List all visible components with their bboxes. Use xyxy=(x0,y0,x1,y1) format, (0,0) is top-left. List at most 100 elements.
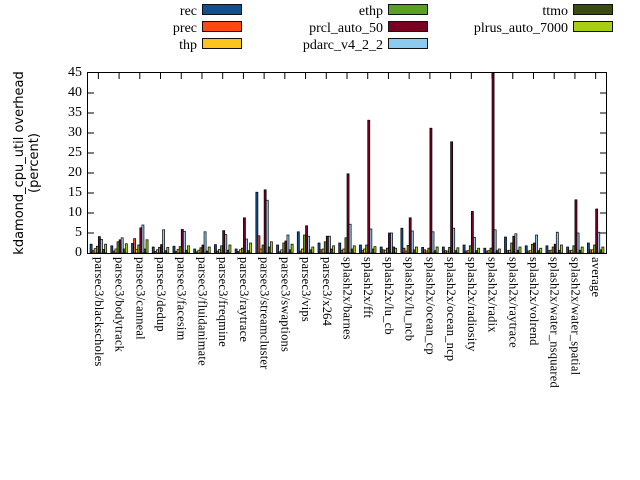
bar-prcl_auto_50 xyxy=(346,173,350,253)
bar-pdarc_v4_2_2 xyxy=(224,234,228,253)
bar-rec xyxy=(566,246,570,253)
x-axis-tick-label: parsec3/canneal xyxy=(133,257,148,340)
legend-label-plrus_auto_7000: plrus_auto_7000 xyxy=(473,21,568,36)
bar-pdarc_v4_2_2 xyxy=(162,229,166,253)
bar-plrus_auto_7000 xyxy=(497,248,501,253)
bar-plrus_auto_7000 xyxy=(456,247,460,253)
bar-pdarc_v4_2_2 xyxy=(369,228,373,253)
bar-rec xyxy=(504,236,507,253)
bar-plrus_auto_7000 xyxy=(311,246,315,253)
y-axis-tick-label: 15 xyxy=(68,185,82,200)
x-axis-tick-label: parsec3/freqmine xyxy=(216,257,231,347)
bar-pdarc_v4_2_2 xyxy=(576,232,580,253)
bar-pdarc_v4_2_2 xyxy=(514,233,518,253)
x-axis-tick-label: splash2x/lu_ncb xyxy=(402,257,417,342)
bar-rec xyxy=(193,248,197,253)
y-axis-tick-label: 35 xyxy=(68,105,82,120)
bar-plrus_auto_7000 xyxy=(560,244,563,253)
bar-prec xyxy=(133,238,137,253)
y-axis-tick-label: 45 xyxy=(68,65,82,80)
legend-label-pdarc_v4_2_2: pdarc_v4_2_2 xyxy=(302,38,383,53)
bar-prcl_auto_50 xyxy=(243,217,246,253)
bar-plrus_auto_7000 xyxy=(518,246,522,253)
x-axis-tick-label: splash2x/radiosity xyxy=(464,257,479,352)
bar-pdarc_v4_2_2 xyxy=(245,238,248,253)
bar-pdarc_v4_2_2 xyxy=(265,199,269,253)
x-axis-tick-label: splash2x/fft xyxy=(361,257,376,319)
legend-label-prcl_auto_50: prcl_auto_50 xyxy=(309,21,383,36)
x-axis-tick-label: parsec3/x264 xyxy=(319,257,334,327)
bar-plrus_auto_7000 xyxy=(124,243,128,253)
x-axis-tick-label: splash2x/radix xyxy=(485,257,500,333)
y-axis-tick-label: 30 xyxy=(68,125,82,140)
bar-rec xyxy=(545,245,549,253)
bar-plrus_auto_7000 xyxy=(269,241,273,253)
x-axis-tick-label: average xyxy=(589,257,604,298)
bar-rec xyxy=(296,231,300,253)
legend-label-thp: thp xyxy=(179,38,197,53)
bar-plrus_auto_7000 xyxy=(352,245,356,253)
bar-prcl_auto_50 xyxy=(367,119,371,253)
bar-plrus_auto_7000 xyxy=(539,247,543,253)
bar-plrus_auto_7000 xyxy=(249,242,253,253)
bar-rec xyxy=(524,245,528,253)
bar-rec xyxy=(234,248,238,253)
bar-plrus_auto_7000 xyxy=(373,246,377,253)
legend-label-ttmo: ttmo xyxy=(542,4,568,19)
bar-pdarc_v4_2_2 xyxy=(120,237,124,253)
bar-plrus_auto_7000 xyxy=(415,246,418,253)
legend-swatch-prec xyxy=(202,21,242,32)
bar-pdarc_v4_2_2 xyxy=(452,227,456,253)
bar-plrus_auto_7000 xyxy=(477,247,480,253)
x-axis-tick-label: splash2x/raytrace xyxy=(506,257,521,348)
y-axis-tick-label: 40 xyxy=(68,85,82,100)
x-axis-tick-label: splash2x/ocean_ncp xyxy=(444,257,459,362)
bar-plrus_auto_7000 xyxy=(207,246,211,253)
y-axis-tick-label: 25 xyxy=(68,145,82,160)
y-axis-tick-label: 0 xyxy=(75,245,82,260)
bar-plrus_auto_7000 xyxy=(166,247,170,253)
bar-pdarc_v4_2_2 xyxy=(493,229,497,253)
plot-area xyxy=(87,72,607,254)
bar-rec xyxy=(214,244,217,253)
y-axis-tick-label: 20 xyxy=(68,165,82,180)
legend-label-rec: rec xyxy=(179,4,197,19)
bar-rec xyxy=(462,244,466,253)
bar-rec xyxy=(587,242,590,253)
bar-rec xyxy=(110,245,114,253)
x-axis-tick-label: parsec3/swaptions xyxy=(278,257,293,353)
bar-plrus_auto_7000 xyxy=(104,243,107,253)
bar-plrus_auto_7000 xyxy=(187,245,190,253)
bar-plrus_auto_7000 xyxy=(290,243,294,253)
bar-prcl_auto_50 xyxy=(574,199,578,253)
x-axis-tick-label: splash2x/water_nsquared xyxy=(547,257,562,388)
x-axis-tick-label: splash2x/water_spatial xyxy=(568,257,583,376)
x-axis-tick-label: splash2x/barnes xyxy=(340,257,355,340)
legend-swatch-prcl_auto_50 xyxy=(388,21,428,32)
legend-swatch-ethp xyxy=(388,4,428,15)
legend-label-prec: prec xyxy=(172,21,197,36)
y-axis-title-line1: kdamond_cpu_util overhead xyxy=(12,71,27,255)
x-axis-tick-label: parsec3/bodytrack xyxy=(112,257,127,353)
bar-rec xyxy=(151,246,155,253)
bar-pdarc_v4_2_2 xyxy=(286,234,290,253)
bar-plrus_auto_7000 xyxy=(228,244,232,253)
bar-plrus_auto_7000 xyxy=(394,247,398,253)
bar-prcl_auto_50 xyxy=(491,73,495,253)
y-axis-title-line2: (percent) xyxy=(27,133,42,193)
legend-swatch-pdarc_v4_2_2 xyxy=(388,38,428,49)
bar-plrus_auto_7000 xyxy=(145,239,149,253)
y-axis-tick-label: 10 xyxy=(68,205,82,220)
bar-plrus_auto_7000 xyxy=(332,245,335,253)
bar-prcl_auto_50 xyxy=(450,141,454,253)
bar-plrus_auto_7000 xyxy=(435,246,439,253)
bar-pdarc_v4_2_2 xyxy=(535,234,538,253)
bar-pdarc_v4_2_2 xyxy=(182,231,186,253)
legend-label-ethp: ethp xyxy=(358,4,383,19)
x-axis-tick-label: parsec3/fluidanimate xyxy=(195,257,210,366)
legend-swatch-rec xyxy=(202,4,242,15)
bar-pdarc_v4_2_2 xyxy=(410,230,414,253)
bar-pdarc_v4_2_2 xyxy=(141,224,145,253)
bar-plrus_auto_7000 xyxy=(601,246,605,253)
x-axis-tick-label: parsec3/dedup xyxy=(154,257,169,332)
